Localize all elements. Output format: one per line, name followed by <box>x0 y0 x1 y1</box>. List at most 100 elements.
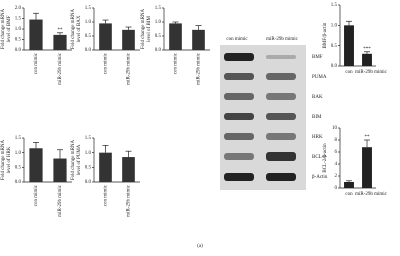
y-axis-label: level of HRK <box>7 146 12 173</box>
y-tick-label: 0.0 <box>85 48 92 53</box>
lane-label: con mimic <box>226 37 248 42</box>
y-axis-label: Fold change mRNA <box>1 8 6 49</box>
bar <box>122 157 135 182</box>
band-label: HRK <box>312 135 323 140</box>
band-label: BMF <box>312 55 323 60</box>
band-label: β-Actin <box>312 175 328 180</box>
band <box>224 93 254 100</box>
y-tick-label: 0.0 <box>331 64 338 69</box>
y-tick-label: 10 <box>332 126 338 131</box>
y-tick-label: 1.5 <box>85 6 92 11</box>
x-tick-label: miR-29b mimic <box>127 184 132 217</box>
y-axis-label: level of PUMA <box>77 144 82 175</box>
y-tick-label: 1.5 <box>15 136 22 141</box>
x-tick-label: con mimic <box>34 52 39 74</box>
bar <box>122 29 135 50</box>
band <box>266 73 296 80</box>
band <box>266 133 296 140</box>
bar <box>29 148 43 182</box>
band <box>266 152 296 161</box>
western-blot: con mimic miR-29b mimic <box>220 37 306 190</box>
band-label: PUMA <box>312 75 327 80</box>
significance: ** <box>58 28 64 33</box>
y-tick-label: 1.0 <box>15 151 22 156</box>
band <box>266 55 296 59</box>
band <box>266 93 296 100</box>
y-tick-label: 4 <box>335 162 338 167</box>
band <box>224 73 254 80</box>
y-tick-label: 0.5 <box>15 165 22 170</box>
y-tick-label: 0.5 <box>15 38 22 43</box>
band <box>224 113 254 120</box>
y-tick-label: 0.0 <box>15 180 22 185</box>
band <box>266 113 296 120</box>
y-axis-label: Fold change mRNA <box>71 8 76 49</box>
y-axis-label: level of BMF <box>7 15 12 42</box>
x-tick-label: con <box>345 192 353 197</box>
y-tick-label: 0.0 <box>85 180 92 185</box>
band <box>224 173 254 181</box>
bar <box>29 19 43 50</box>
lane-label: miR-29b mimic <box>266 37 299 42</box>
bar <box>53 158 67 182</box>
band-label: BAK <box>312 95 323 100</box>
y-axis-label: BCL-2/β-actin <box>323 143 328 173</box>
bar <box>53 34 67 50</box>
bar <box>344 25 354 66</box>
y-tick-label: 0.5 <box>85 165 92 170</box>
y-tick-label: 0.5 <box>85 34 92 39</box>
y-tick-label: 2 <box>335 174 338 179</box>
y-tick-label: 1.5 <box>85 136 92 141</box>
band-label: BCL-2 <box>312 155 326 160</box>
x-tick-label: miR-29b mimic <box>355 192 388 197</box>
y-tick-label: 0.0 <box>155 48 162 53</box>
band-label: BIM <box>312 115 322 120</box>
y-tick-label: 1.0 <box>15 27 22 32</box>
y-tick-label: 0.5 <box>331 44 338 49</box>
y-tick-label: 1.0 <box>85 20 92 25</box>
x-tick-label: con mimic <box>104 52 109 74</box>
x-tick-label: miR-29b mimic <box>127 52 132 85</box>
x-tick-label: miR-29b mimic <box>197 52 202 85</box>
y-tick-label: 1.0 <box>85 151 92 156</box>
band <box>224 153 254 160</box>
x-tick-label: con mimic <box>34 184 39 206</box>
x-tick-label: con mimic <box>174 52 179 74</box>
y-axis-label: level of BIM <box>147 16 152 42</box>
x-tick-label: miR-29b mimic <box>355 70 388 75</box>
bar <box>362 53 372 66</box>
y-tick-label: 0.5 <box>155 34 162 39</box>
y-axis-label: Fold change mRNA <box>71 139 76 180</box>
y-tick-label: 1.5 <box>15 17 22 22</box>
caption: (a) <box>197 244 203 249</box>
bar <box>362 147 372 188</box>
y-tick-label: 1.5 <box>331 3 338 8</box>
y-axis-label: Fold change mRNA <box>141 8 146 49</box>
y-axis-label: level of BAX <box>77 15 82 42</box>
y-tick-label: 1.0 <box>331 23 338 28</box>
bar <box>344 182 354 188</box>
band <box>266 173 296 181</box>
x-tick-label: con <box>345 70 353 75</box>
x-tick-label: con mimic <box>104 184 109 206</box>
x-tick-label: miR-29b mimic <box>58 184 63 217</box>
bar <box>99 152 112 182</box>
band <box>224 53 254 61</box>
y-tick-label: 1.5 <box>155 6 162 11</box>
bar <box>192 29 205 50</box>
y-tick-label: 8 <box>335 138 338 143</box>
y-tick-label: 1.0 <box>155 20 162 25</box>
significance: *** <box>363 47 371 52</box>
y-tick-label: 6 <box>335 150 338 155</box>
y-tick-label: 0 <box>335 186 338 191</box>
y-axis-label: Fold change mRNA <box>1 139 6 180</box>
y-axis-label: BMF/β-actin <box>323 22 328 48</box>
bar <box>99 23 112 50</box>
x-tick-label: miR-29b mimic <box>58 52 63 85</box>
bar <box>169 23 182 50</box>
y-tick-label: 0.0 <box>15 48 22 53</box>
band <box>224 133 254 140</box>
significance: ** <box>365 135 371 140</box>
y-tick-label: 2.0 <box>15 6 22 11</box>
